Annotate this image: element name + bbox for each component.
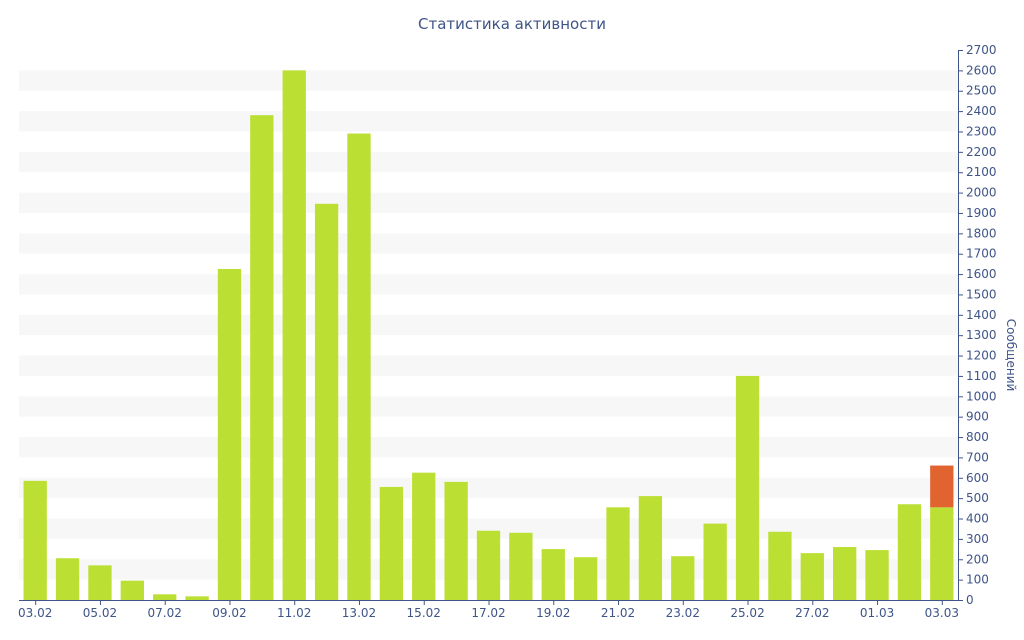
- y-axis-ticks: 0 100 200 300 400 500 600 700 800 900 1000 1100 1200…: [958, 43, 997, 607]
- bar-19.02: [541, 549, 565, 600]
- grid-band: [19, 151, 958, 173]
- grid-band: [19, 396, 958, 417]
- y-tick-label: 1400: [966, 308, 997, 322]
- grid-band: [19, 437, 958, 458]
- x-tick-label: 13.02: [342, 606, 376, 620]
- y-tick-label: 2600: [966, 63, 997, 77]
- bar-03.03-series-2: [930, 465, 954, 508]
- bar-25.02: [735, 375, 760, 600]
- x-tick-label: 03.02: [18, 606, 52, 620]
- y-tick-label: 2200: [966, 145, 997, 159]
- x-tick-label: 25.02: [730, 606, 764, 620]
- y-tick-label: 1700: [966, 247, 997, 261]
- y-tick-label: 1300: [966, 328, 997, 342]
- grid-band: [19, 477, 958, 499]
- x-tick-label: 07.02: [148, 606, 182, 620]
- bar-14.02: [379, 486, 404, 600]
- grid-band: [19, 111, 958, 132]
- x-tick-label: 09.02: [212, 606, 246, 620]
- bar-05.02: [88, 565, 112, 600]
- x-tick-label: 19.02: [536, 606, 570, 620]
- bar-02.03: [897, 504, 922, 600]
- y-tick-label: 1200: [966, 349, 997, 363]
- x-tick-label: 27.02: [795, 606, 829, 620]
- x-tick-label: 03.03: [925, 606, 959, 620]
- y-tick-label: 1100: [966, 369, 997, 383]
- bar-27.02: [800, 553, 824, 600]
- bar-04.02: [55, 558, 80, 600]
- x-tick-label: 21.02: [601, 606, 635, 620]
- grid-band: [19, 70, 958, 91]
- bar-21.02: [606, 507, 630, 600]
- bar-20.02: [573, 557, 598, 600]
- y-tick-label: 1500: [966, 287, 997, 301]
- grid-band: [19, 314, 958, 336]
- x-tick-label: 17.02: [471, 606, 505, 620]
- y-tick-label: 300: [966, 532, 989, 546]
- y-tick-label: 1900: [966, 206, 997, 220]
- y-tick-label: 0: [966, 593, 974, 607]
- y-tick-label: 100: [966, 573, 989, 587]
- bar-18.02: [509, 532, 533, 600]
- y-tick-label: 2000: [966, 186, 997, 200]
- bar-07.02: [153, 594, 177, 600]
- bar-10.02: [250, 115, 274, 601]
- grid-band: [19, 233, 958, 254]
- bar-23.02: [671, 556, 695, 600]
- y-tick-label: 2700: [966, 43, 997, 57]
- y-tick-label: 500: [966, 491, 989, 505]
- x-tick-label: 23.02: [666, 606, 700, 620]
- y-tick-label: 600: [966, 471, 989, 485]
- x-tick-label: 15.02: [407, 606, 441, 620]
- grid-bands: [19, 70, 958, 580]
- x-axis-ticks: 03.02 05.02 07.02 09.02 11.02 13.02 15.02 17.02…: [18, 600, 959, 620]
- bar-17.02: [476, 530, 501, 600]
- bar-26.02: [768, 531, 792, 600]
- bar-03.03: [930, 507, 954, 600]
- y-tick-label: 2500: [966, 84, 997, 98]
- bar-01.03: [865, 550, 889, 600]
- y-tick-label: 900: [966, 410, 989, 424]
- bar-09.02: [217, 268, 242, 600]
- x-tick-label: 11.02: [277, 606, 311, 620]
- y-tick-label: 2100: [966, 165, 997, 179]
- y-tick-label: 1600: [966, 267, 997, 281]
- bar-06.02: [120, 580, 144, 600]
- bar-22.02: [638, 496, 663, 600]
- grid-band: [19, 355, 958, 376]
- bar-11.02: [282, 70, 306, 601]
- y-tick-label: 2400: [966, 104, 997, 118]
- bar-08.02: [185, 596, 209, 600]
- y-tick-label: 200: [966, 552, 989, 566]
- grid-band: [19, 192, 958, 213]
- bar-24.02: [703, 523, 727, 600]
- y-tick-label: 1000: [966, 389, 997, 403]
- y-tick-label: 700: [966, 450, 989, 464]
- bar-12.02: [314, 203, 339, 600]
- bars: [23, 70, 954, 601]
- bar-28.02: [833, 547, 857, 600]
- chart-title: Статистика активности: [418, 15, 606, 33]
- bar-16.02: [444, 481, 468, 600]
- grid-band: [19, 274, 958, 295]
- bar-13.02: [347, 133, 371, 600]
- x-tick-label: 05.02: [83, 606, 117, 620]
- bar-03.02: [23, 480, 47, 600]
- y-tick-label: 2300: [966, 124, 997, 138]
- y-tick-label: 1800: [966, 226, 997, 240]
- x-tick-label: 01.03: [860, 606, 894, 620]
- y-axis-label: Сообщений: [1004, 319, 1018, 392]
- y-tick-label: 400: [966, 512, 989, 526]
- bar-15.02: [412, 472, 436, 600]
- y-tick-label: 800: [966, 430, 989, 444]
